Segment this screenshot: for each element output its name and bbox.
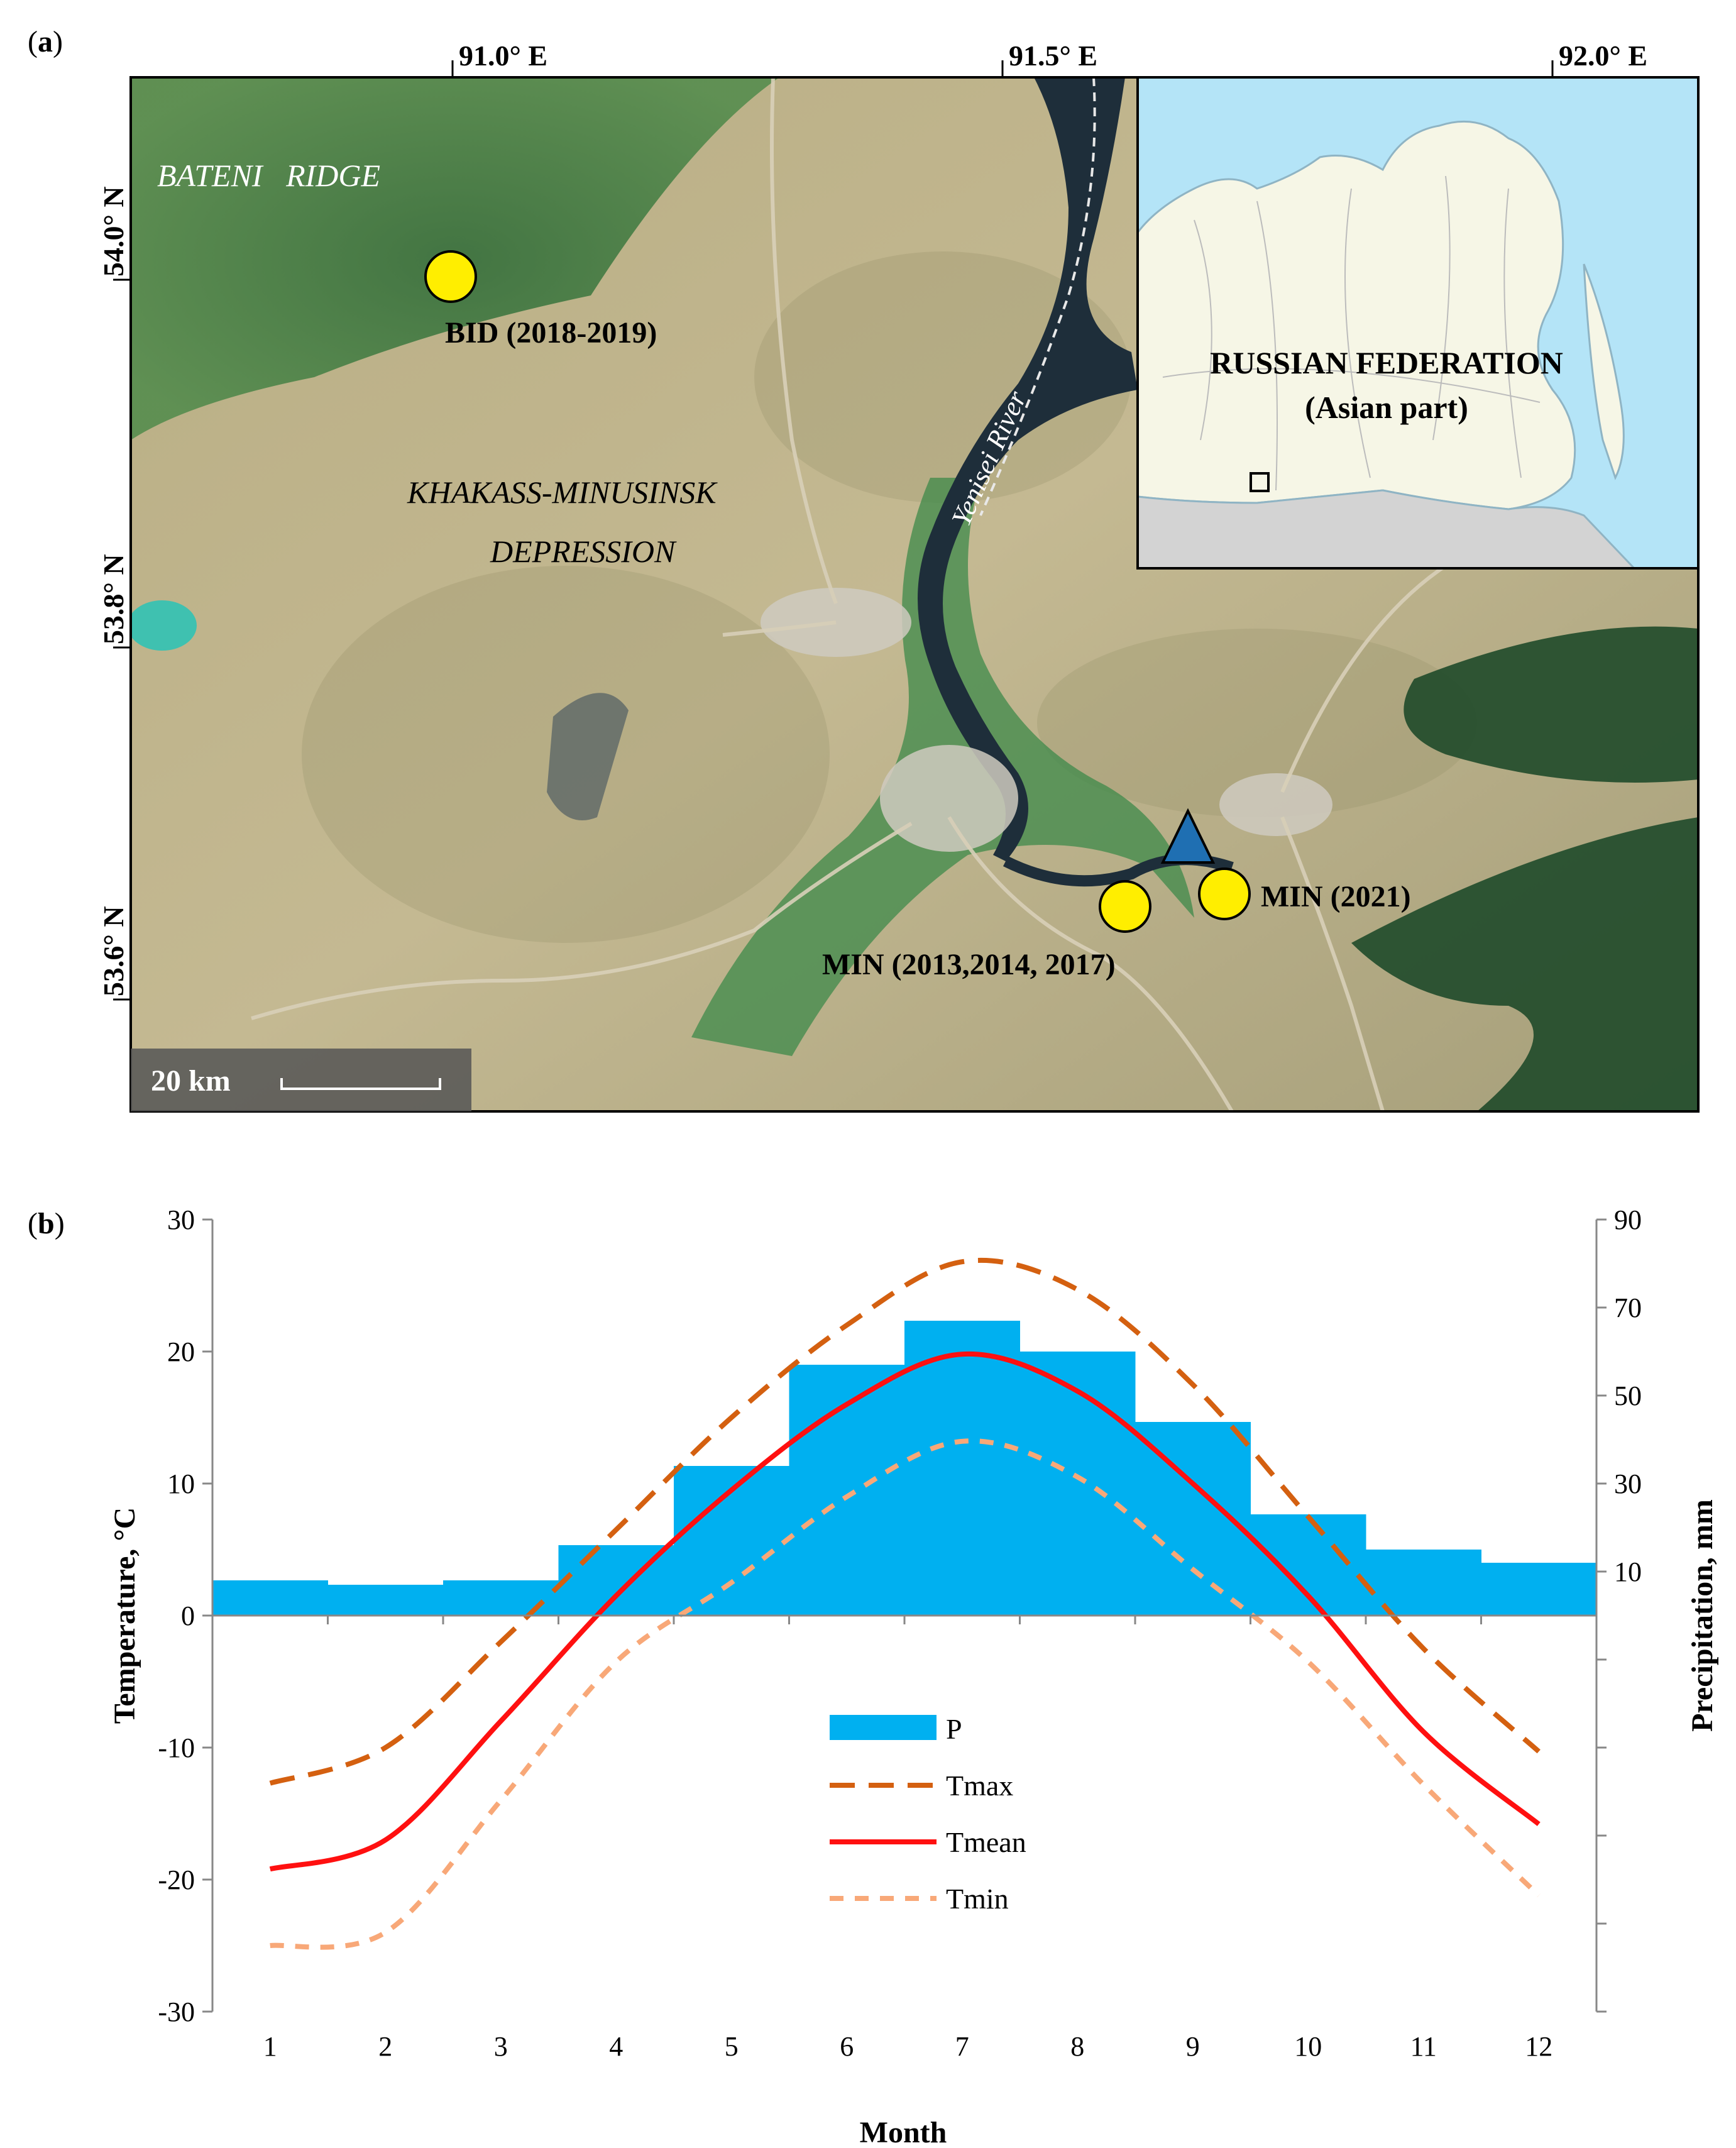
khakass-label-line2: DEPRESSION	[490, 534, 677, 569]
weather-station-marker[interactable]	[1160, 808, 1216, 864]
legend-label-tmin: Tmin	[946, 1883, 1009, 1915]
left-tick-label: 30	[167, 1204, 195, 1235]
site-min-2021[interactable]: MIN (2021)	[1198, 867, 1411, 920]
inset-map	[1138, 77, 1698, 568]
site-min-2013[interactable]: MIN (2013,2014, 2017)	[822, 880, 1151, 981]
right-tick-label: 50	[1614, 1380, 1642, 1411]
city-chernogorsk	[880, 745, 1018, 852]
x-tick-label: 12	[1525, 2031, 1552, 2062]
left-tick-label: -10	[158, 1732, 195, 1763]
precipitation-bar	[1481, 1563, 1597, 1616]
study-area-box	[1250, 472, 1270, 492]
lon-ticks: 91.0° E 91.5° E 92.0° E	[451, 40, 1647, 77]
temperature-lines	[269, 1257, 1541, 1950]
x-tick-label: 2	[378, 2031, 392, 2062]
legend-label-tmax: Tmax	[946, 1770, 1013, 1802]
lon-tick-label: 91.5° E	[1009, 40, 1097, 72]
x-tick-label: 1	[263, 2031, 277, 2062]
forest-southeast	[1351, 817, 1698, 1111]
x-tick-label: 3	[494, 2031, 508, 2062]
x-tick-label: 8	[1070, 2031, 1084, 2062]
left-tick-label: -20	[158, 1864, 195, 1895]
series-line-tmean	[269, 1351, 1541, 1872]
left-tick-label: -30	[158, 1997, 195, 2027]
climate-chart: 1 2 3 4 5 6 7 8 9 10 11 12-30-20-100102030103050709…	[158, 1204, 1642, 2062]
site-marker	[424, 250, 477, 303]
right-tick-label: 10	[1614, 1556, 1642, 1587]
lon-tick-label: 92.0° E	[1559, 40, 1647, 72]
precipitation-bar	[443, 1580, 559, 1616]
inset-south	[1138, 489, 1636, 568]
forest-east	[1404, 626, 1698, 783]
y-axis-title-right: Precipitation, mm	[1686, 1499, 1719, 1732]
series-line-tmin	[270, 1438, 1541, 1950]
y-axis-title-left: Temperature, °C	[108, 1507, 141, 1724]
site-label: MIN (2021)	[1261, 880, 1411, 913]
x-tick-label: 4	[609, 2031, 623, 2062]
lon-tick-label: 91.0° E	[459, 40, 547, 72]
legend-label-tmean: Tmean	[946, 1826, 1026, 1858]
left-tick-label: 0	[181, 1600, 195, 1631]
x-tick-label: 6	[840, 2031, 854, 2062]
site-bid[interactable]: BID (2018-2019)	[424, 250, 657, 350]
site-marker	[1099, 880, 1151, 933]
x-tick-label: 9	[1186, 2031, 1200, 2062]
lat-ticks: 54.0° N 53.8° N 53.6° N	[97, 186, 131, 1001]
scale-bar-label: 20 km	[151, 1064, 231, 1098]
precipitation-bar	[212, 1580, 328, 1616]
inset-region-label: (Asian part)	[1305, 390, 1468, 425]
panel-b-label: (b)	[28, 1207, 65, 1240]
chart-axes: 1 2 3 4 5 6 7 8 9 10 11 12-30-20-100102030103050709…	[158, 1204, 1642, 2062]
lake	[131, 600, 197, 651]
legend-swatch-p	[830, 1715, 937, 1740]
panel-a-label: (a)	[28, 25, 63, 58]
precipitation-bar	[904, 1321, 1020, 1616]
left-tick-label: 10	[167, 1468, 195, 1499]
inset-country-label: RUSSIAN FEDERATION	[1210, 345, 1563, 380]
left-tick-label: 20	[167, 1336, 195, 1367]
lat-tick-label: 53.6° N	[97, 906, 129, 996]
city-minusinsk	[1219, 773, 1332, 836]
site-label: MIN (2013,2014, 2017)	[822, 948, 1116, 981]
x-tick-label: 5	[725, 2031, 739, 2062]
lat-tick-label: 54.0° N	[97, 186, 129, 277]
precipitation-bar	[1019, 1352, 1136, 1616]
x-tick-label: 10	[1294, 2031, 1322, 2062]
precipitation-bar	[1250, 1514, 1366, 1616]
quarry	[547, 693, 629, 820]
khakass-label-line1: KHAKASS-MINUSINSK	[407, 475, 718, 510]
legend-label-p: P	[946, 1713, 962, 1745]
precipitation-bar	[327, 1585, 444, 1616]
yenisei-river	[918, 77, 1138, 861]
right-tick-label: 30	[1614, 1468, 1642, 1499]
x-axis-title: Month	[860, 2116, 947, 2148]
x-tick-label: 11	[1410, 2031, 1437, 2062]
right-tick-label: 70	[1614, 1292, 1642, 1323]
lat-tick-label: 53.8° N	[97, 554, 129, 644]
precipitation-bars	[212, 1321, 1597, 1616]
site-label: BID (2018-2019)	[445, 316, 657, 350]
inset-peninsula	[1583, 263, 1625, 480]
x-tick-label: 7	[955, 2031, 969, 2062]
scale-bar: 20 km	[131, 1049, 471, 1111]
site-marker	[1198, 867, 1251, 920]
right-tick-label: 90	[1614, 1204, 1642, 1235]
chart-legend: P Tmax Tmean Tmin	[830, 1713, 1026, 1915]
bateni-ridge-label: BATENI RIDGE	[157, 158, 380, 193]
